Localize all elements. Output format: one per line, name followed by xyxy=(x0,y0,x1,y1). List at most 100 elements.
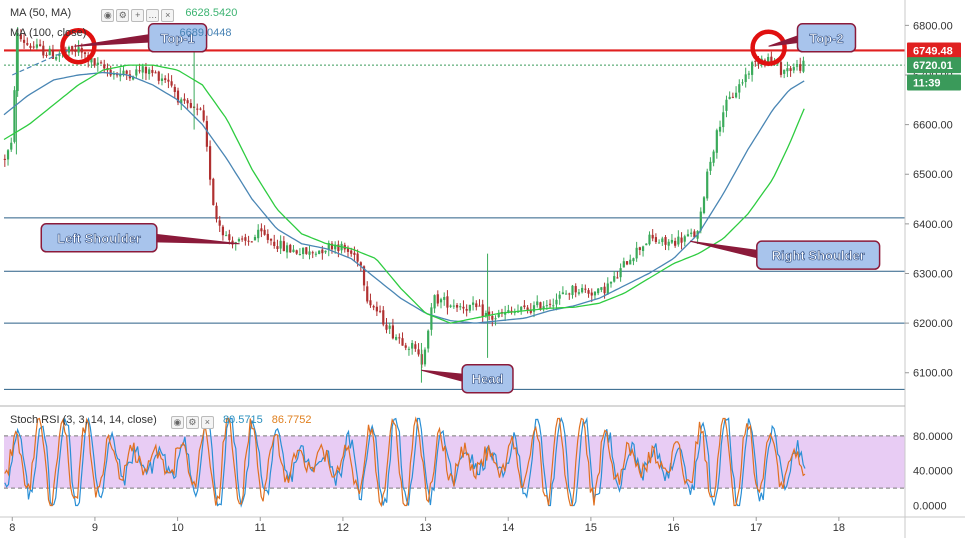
candle-body xyxy=(478,305,481,307)
candle-body xyxy=(526,307,529,311)
candle-body xyxy=(718,126,722,132)
candle-body xyxy=(433,295,436,309)
ma50-legend[interactable]: MA (50, MA) ◉ ⚙ +… × 6628.5420 xyxy=(10,7,237,22)
candle-body xyxy=(292,249,295,253)
candle-body xyxy=(183,98,186,101)
candle-body xyxy=(795,64,799,67)
candle-body xyxy=(176,90,180,103)
candle-body xyxy=(734,92,738,98)
price-tag-label: 6749.48 xyxy=(913,45,953,57)
stoch-k-line xyxy=(4,416,806,508)
candle-body xyxy=(167,79,170,82)
candle-body xyxy=(802,60,805,72)
candle-body xyxy=(148,69,151,75)
candle-body xyxy=(6,150,10,160)
add-icon[interactable]: + xyxy=(131,9,145,22)
callout-label: Left Shoulder xyxy=(57,231,141,246)
ma100-legend[interactable]: MA (100, close) 6689.0448 xyxy=(10,27,231,39)
visibility-icon[interactable]: ◉ xyxy=(101,9,115,22)
candle-body xyxy=(504,312,507,315)
candle-body xyxy=(744,74,747,83)
ma50-label: MA (50, MA) xyxy=(10,7,72,19)
candle-body xyxy=(635,247,638,259)
candle-body xyxy=(770,56,773,62)
candle-body xyxy=(51,49,55,59)
candle-body xyxy=(651,234,654,239)
candle-body xyxy=(305,247,308,254)
candle-body xyxy=(298,254,301,256)
candle-body xyxy=(561,292,564,295)
time-tick-label: 13 xyxy=(419,522,431,534)
stoch-legend[interactable]: Stoch RSI (3, 3, 14, 14, close) ◉ ⚙ × 80.5… xyxy=(10,414,312,429)
candle-body xyxy=(471,302,475,305)
time-tick-label: 8 xyxy=(9,522,15,534)
settings-icon[interactable]: ⚙ xyxy=(116,9,130,22)
candle-body xyxy=(353,252,356,255)
candle-body xyxy=(154,72,157,74)
callout-label: Right Shoulder xyxy=(772,248,865,263)
candle-body xyxy=(542,306,545,309)
price-tick-label: 6200.00 xyxy=(913,318,953,330)
candle-body xyxy=(693,231,696,238)
candle-body xyxy=(58,54,61,57)
time-tick-label: 9 xyxy=(92,522,98,534)
price-tick-label: 6800.00 xyxy=(913,20,953,32)
candle-body xyxy=(398,337,401,339)
candle-body xyxy=(285,245,289,253)
candle-body xyxy=(520,306,523,311)
candle-body xyxy=(411,342,414,349)
stoch-settings-icon[interactable]: ⚙ xyxy=(185,416,199,429)
candle-body xyxy=(779,62,783,75)
candle-body xyxy=(218,220,221,226)
candle-body xyxy=(160,78,164,81)
candle-body xyxy=(29,45,32,48)
candle-body xyxy=(571,285,574,296)
candle-body xyxy=(164,78,167,80)
candle-body xyxy=(3,158,6,160)
candle-body xyxy=(260,228,263,232)
candle-body xyxy=(388,325,391,329)
close-icon[interactable]: × xyxy=(161,9,175,22)
candle-body xyxy=(597,288,600,294)
price-tick-label: 6600.00 xyxy=(913,120,953,132)
time-tick-label: 12 xyxy=(337,522,349,534)
time-tick-label: 16 xyxy=(667,522,679,534)
candle-body xyxy=(362,266,366,286)
candle-body xyxy=(141,66,144,73)
top-circle-marker xyxy=(60,27,97,65)
ma50-value: 6628.5420 xyxy=(185,7,238,19)
candle-body xyxy=(603,286,606,294)
candle-body xyxy=(318,250,321,254)
candle-body xyxy=(151,69,154,73)
stoch-close-icon[interactable]: × xyxy=(200,416,214,429)
candle-body xyxy=(257,229,260,239)
stoch-tick-label: 80.0000 xyxy=(913,431,953,443)
candle-body xyxy=(449,305,452,307)
candle-body xyxy=(330,243,334,250)
candle-body xyxy=(414,344,417,349)
price-tag-bg xyxy=(907,74,961,91)
trend-line xyxy=(12,48,71,76)
candle-body xyxy=(481,304,484,317)
candle-body xyxy=(308,251,311,255)
candle-body xyxy=(273,241,276,246)
candle-body xyxy=(189,103,192,108)
candle-body xyxy=(13,90,16,142)
more-icon[interactable]: … xyxy=(146,9,160,22)
candle-body xyxy=(709,161,712,171)
candle-body xyxy=(119,74,122,77)
candle-body xyxy=(407,348,411,350)
candle-body xyxy=(641,246,645,252)
candle-body xyxy=(491,316,494,320)
candle-body xyxy=(529,309,532,313)
callout-label: Top-2 xyxy=(809,31,843,46)
candle-body xyxy=(616,277,619,279)
time-tick-label: 11 xyxy=(255,522,266,534)
price-tick-label: 6500.00 xyxy=(913,169,953,181)
candle-body xyxy=(250,241,253,243)
candle-body xyxy=(667,241,670,246)
candle-body xyxy=(751,62,754,75)
candle-body xyxy=(468,304,471,311)
stoch-visibility-icon[interactable]: ◉ xyxy=(170,416,184,429)
